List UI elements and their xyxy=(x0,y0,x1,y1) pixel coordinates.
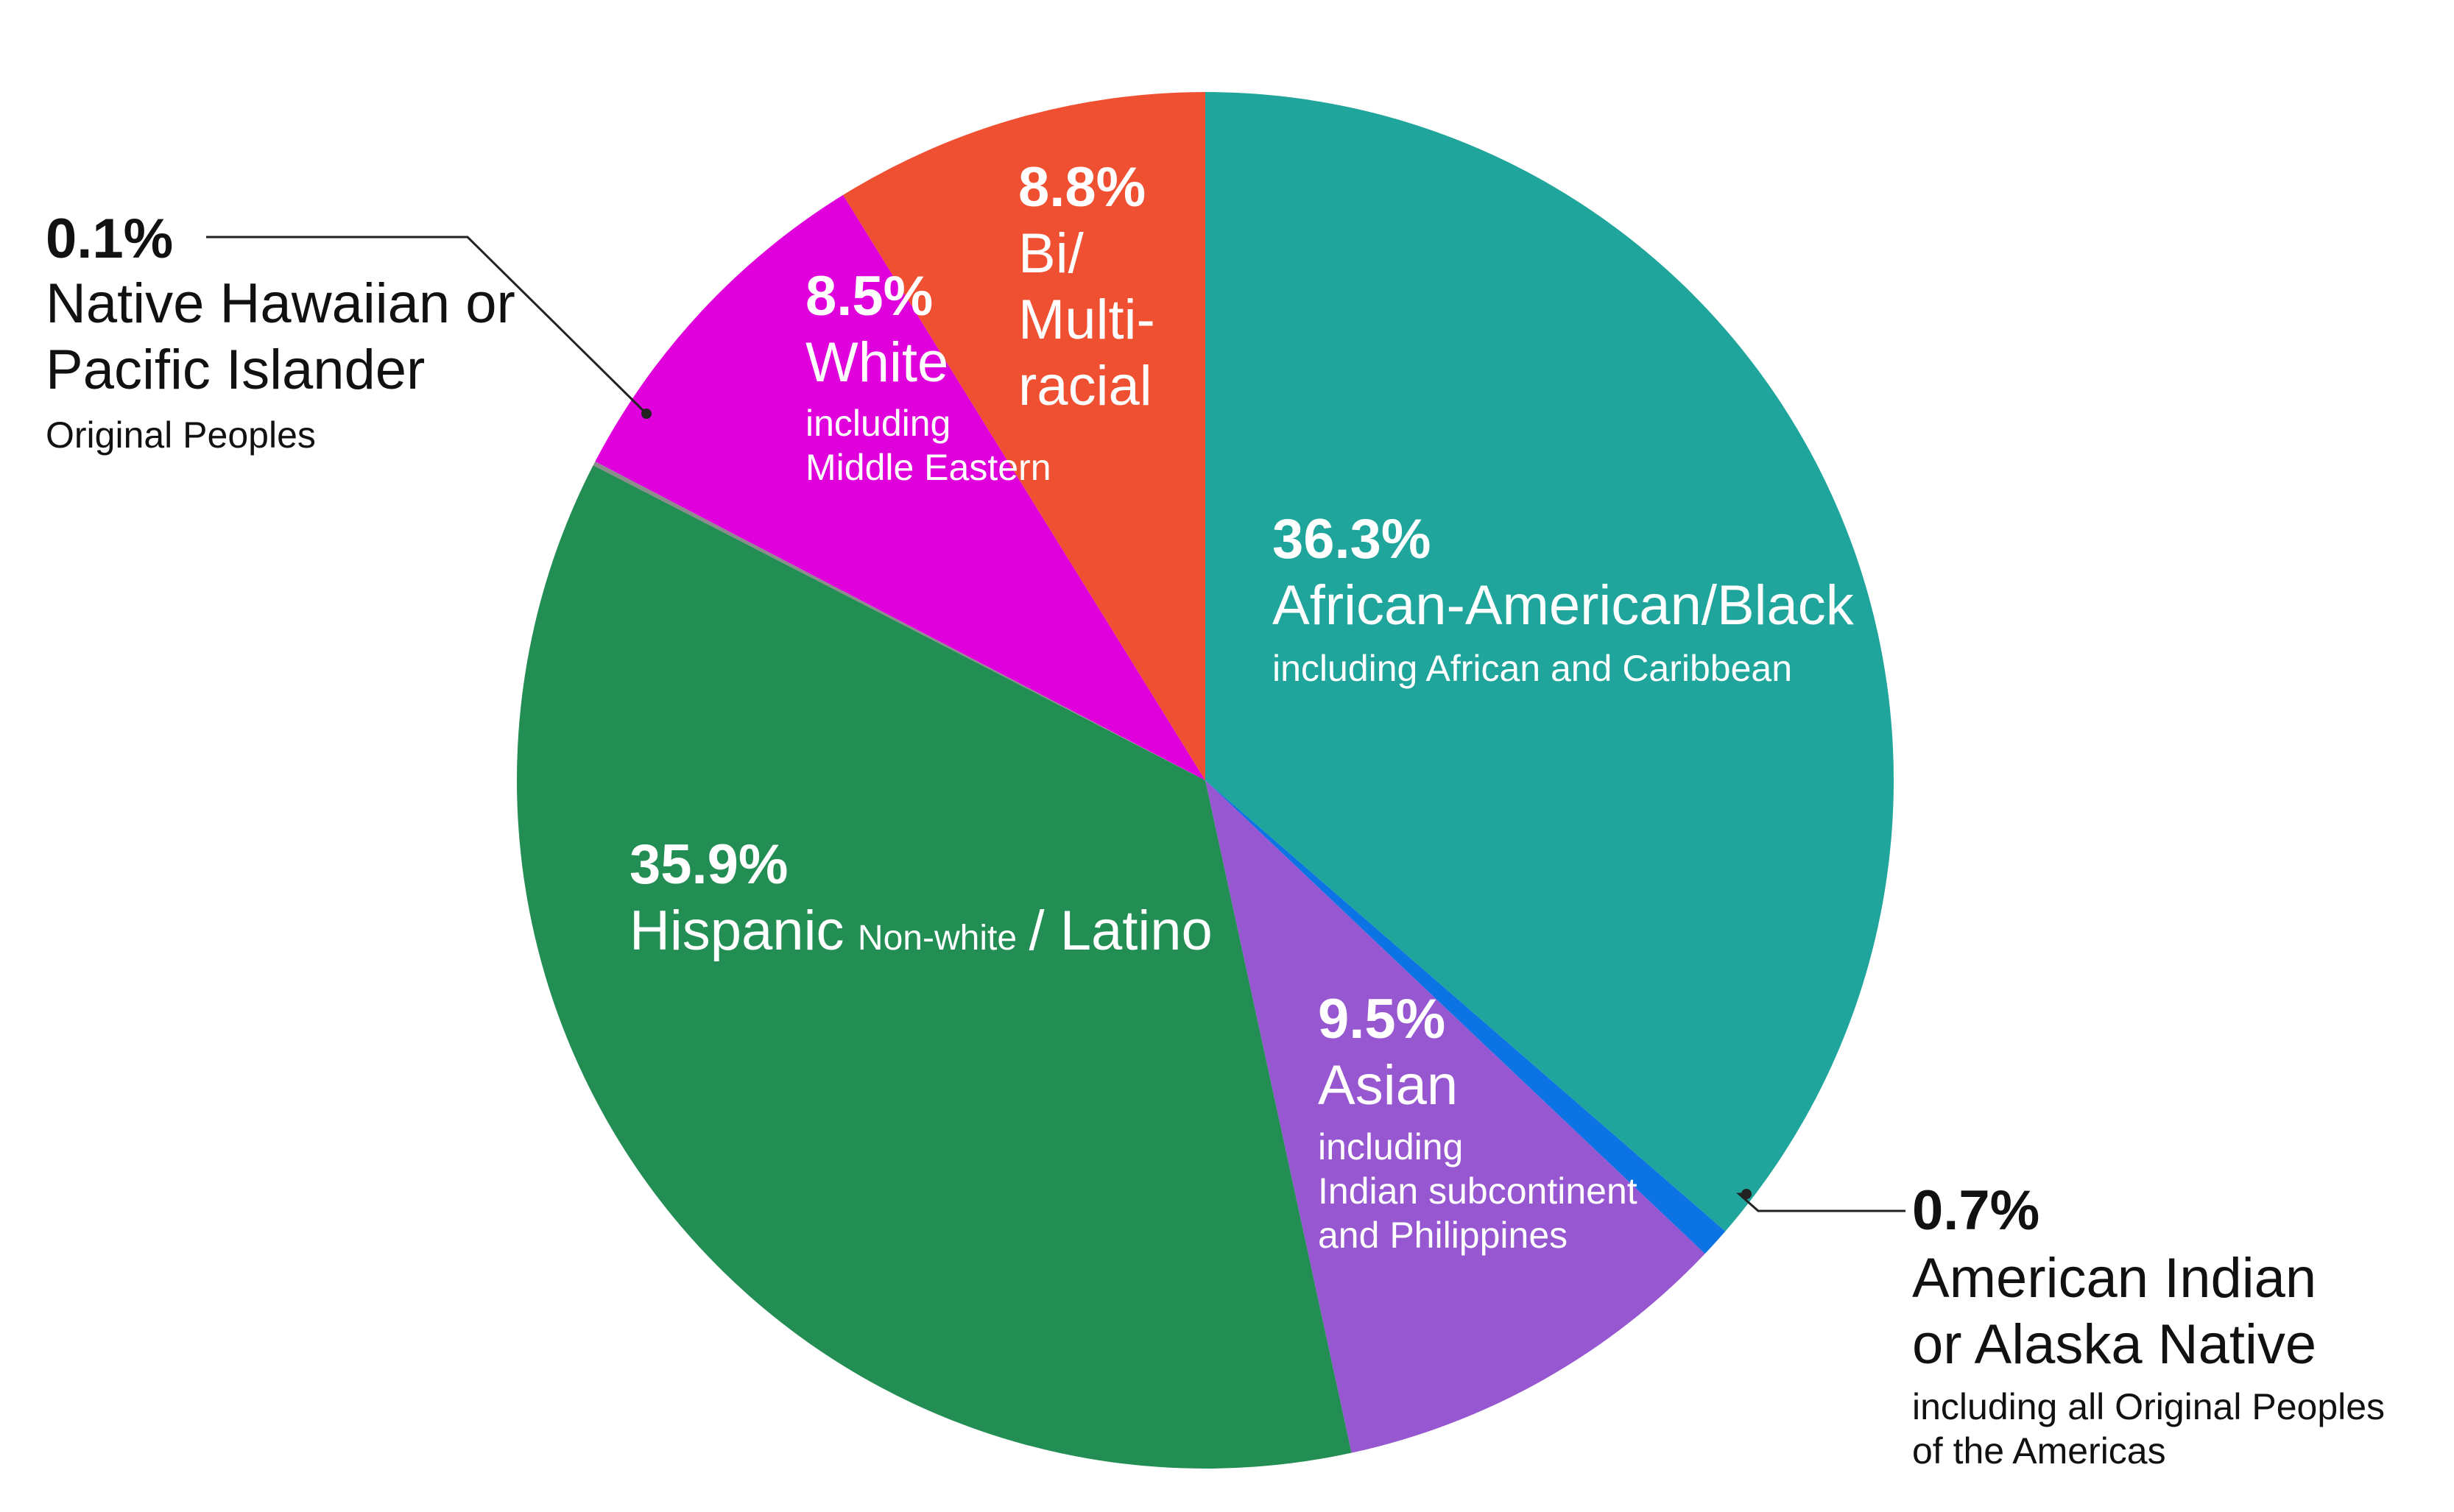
leader-line-american-indian xyxy=(1736,1193,1905,1212)
pie-slice-african-american xyxy=(1205,92,1894,1232)
label-asian-sub-1: including xyxy=(1318,1126,1463,1167)
pie-slice-asian xyxy=(1205,780,1705,1453)
label-asian-sub-2: Indian subcontinent xyxy=(1318,1170,1637,1212)
label-hispanic-name-b: / Latino xyxy=(1029,900,1212,962)
label-native-hawaiian-pct: 0.1% xyxy=(46,208,173,270)
pie-slice-american-indian xyxy=(1205,780,1726,1254)
label-asian-name: Asian xyxy=(1318,1054,1458,1117)
label-american-indian-sub-1: including all Original Peoples xyxy=(1912,1386,2385,1427)
leader-dot-american-indian xyxy=(1741,1189,1752,1199)
label-hispanic-name: Hispanic Non-white / Latino xyxy=(630,900,1213,962)
label-american-indian-pct: 0.7% xyxy=(1912,1179,2039,1242)
label-native-hawaiian-sub: Original Peoples xyxy=(46,414,316,456)
label-hispanic-name-a: Hispanic xyxy=(630,900,844,962)
label-asian-pct: 9.5% xyxy=(1318,988,1445,1050)
label-multiracial-name-2: Multi- xyxy=(1018,289,1155,351)
label-white-pct: 8.5% xyxy=(805,265,933,328)
label-african-american-sub: including African and Caribbean xyxy=(1272,648,1792,689)
label-american-indian-sub-2: of the Americas xyxy=(1912,1430,2166,1472)
label-hispanic-pct: 35.9% xyxy=(630,833,789,896)
label-native-hawaiian-name-1: Native Hawaiian or xyxy=(46,272,515,335)
pie-slice-multiracial xyxy=(843,92,1205,780)
pie-slices xyxy=(516,92,1894,1469)
label-white-name: White xyxy=(805,331,948,394)
pie-slice-native-hawaiian xyxy=(593,461,1205,780)
label-african-american-pct: 36.3% xyxy=(1272,508,1431,570)
label-native-hawaiian-name-2: Pacific Islander xyxy=(46,339,425,401)
label-white-sub-1: including xyxy=(805,403,951,444)
label-multiracial-name-1: Bi/ xyxy=(1018,222,1085,285)
label-american-indian-name-2: or Alaska Native xyxy=(1912,1313,2316,1376)
label-white-sub-2: Middle Eastern xyxy=(805,447,1051,488)
label-african-american-name: African-American/Black xyxy=(1272,574,1855,637)
label-multiracial-pct: 8.8% xyxy=(1018,156,1146,219)
leader-dot-native-hawaiian xyxy=(641,409,652,419)
pie-slice-white xyxy=(595,194,1205,780)
label-asian-sub-3: and Philippines xyxy=(1318,1215,1568,1256)
leader-line-native-hawaiian xyxy=(206,236,648,415)
label-american-indian-name-1: American Indian xyxy=(1912,1247,2316,1310)
label-hispanic-name-small: Non-white xyxy=(858,919,1017,958)
pie-slice-hispanic xyxy=(516,465,1352,1469)
label-multiracial-name-3: racial xyxy=(1018,355,1152,417)
